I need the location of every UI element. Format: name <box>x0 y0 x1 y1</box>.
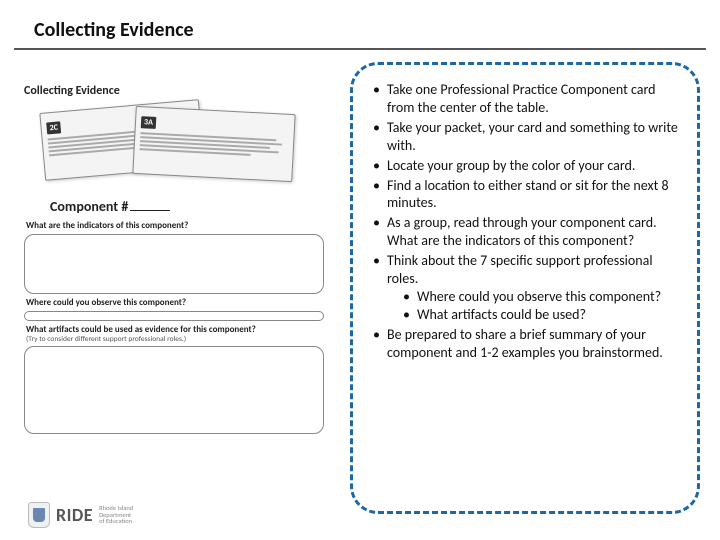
cards-preview: 2C 3A <box>24 106 304 186</box>
question-text: What are the indicators of this componen… <box>24 221 324 232</box>
card-badge: 2C <box>46 121 61 134</box>
instruction-item: Take one Professional Practice Component… <box>367 81 683 117</box>
question-text: What artifacts could be used as evidence… <box>24 325 324 345</box>
instruction-subitem: Where could you observe this component? <box>399 288 683 306</box>
component-card: 3A <box>132 106 295 182</box>
question-subtext: (Try to consider different support profe… <box>26 335 322 344</box>
question-block: What are the indicators of this componen… <box>24 221 324 294</box>
instruction-subitem: What artifacts could be used? <box>399 306 683 324</box>
instructions-callout: Take one Professional Practice Component… <box>350 62 700 514</box>
component-number-label: Component # <box>50 198 324 215</box>
component-label-text: Component # <box>50 198 128 215</box>
question-block: Where could you observe this component? <box>24 298 324 321</box>
answer-box <box>24 346 324 434</box>
instruction-item: Take your packet, your card and somethin… <box>367 119 683 155</box>
question-block: What artifacts could be used as evidence… <box>24 325 324 435</box>
instruction-list: Take one Professional Practice Component… <box>367 81 683 362</box>
card-badge: 3A <box>141 116 157 129</box>
answer-box <box>24 234 324 294</box>
header: Collecting Evidence <box>14 0 706 50</box>
worksheet-preview: Collecting Evidence 2C 3A <box>24 84 324 438</box>
instruction-item: Find a location to either stand or sit f… <box>367 177 683 213</box>
instruction-item: As a group, read through your component … <box>367 214 683 250</box>
instruction-sublist: Where could you observe this component?W… <box>387 288 683 324</box>
answer-box <box>24 311 324 321</box>
logo-text: RIDE <box>56 504 93 526</box>
worksheet-title: Collecting Evidence <box>24 84 324 98</box>
instruction-item: Be prepared to share a brief summary of … <box>367 326 683 362</box>
shield-icon <box>28 502 50 528</box>
logo-subtitle: Rhode Island Department of Education <box>99 505 133 525</box>
page-title: Collecting Evidence <box>34 18 686 42</box>
instruction-item: Locate your group by the color of your c… <box>367 157 683 175</box>
content: Collecting Evidence 2C 3A <box>0 50 720 540</box>
instruction-item: Think about the 7 specific support profe… <box>367 252 683 324</box>
ride-logo: RIDE Rhode Island Department of Educatio… <box>28 502 133 528</box>
question-text: Where could you observe this component? <box>24 298 324 309</box>
